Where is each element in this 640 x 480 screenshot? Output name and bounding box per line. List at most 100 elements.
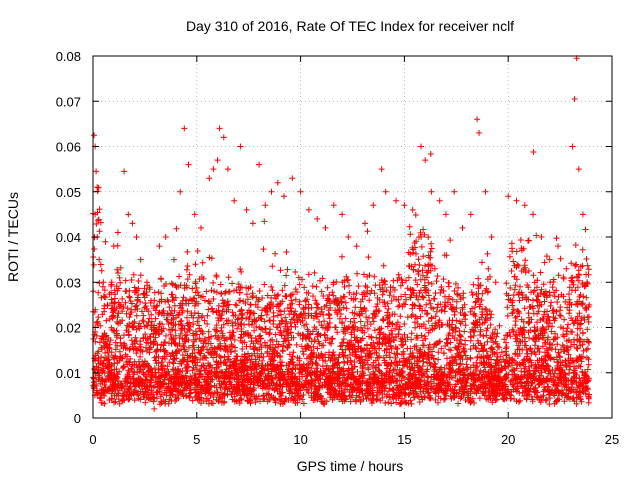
roti-point (574, 345, 581, 352)
roti-point (453, 317, 460, 324)
roti-point (555, 272, 562, 279)
roti-point (543, 253, 550, 260)
roti-point (552, 330, 558, 337)
roti-point (386, 338, 393, 345)
roti-point (117, 279, 124, 286)
roti-point (229, 322, 236, 329)
roti-point (261, 318, 268, 325)
roti-point (205, 328, 212, 335)
roti-point (187, 390, 194, 397)
roti-point (417, 229, 424, 236)
roti-point (353, 290, 360, 297)
roti-point (194, 248, 201, 254)
roti-point (91, 246, 98, 252)
roti-point (279, 318, 286, 325)
roti-point (311, 324, 318, 331)
roti-point (390, 367, 397, 374)
roti-point (348, 329, 355, 336)
roti-point (506, 253, 513, 260)
roti-point (484, 338, 491, 345)
roti-point (402, 338, 409, 345)
roti-point (462, 322, 469, 329)
roti-point (403, 277, 409, 284)
roti-point (341, 283, 348, 290)
roti-point (239, 346, 246, 352)
roti-point (126, 294, 133, 301)
roti-point (225, 274, 232, 281)
roti-point (445, 279, 452, 286)
roti-point (366, 333, 372, 340)
roti-point (549, 367, 556, 373)
roti-point (432, 396, 439, 403)
roti-point (540, 334, 547, 341)
roti-point (394, 319, 401, 326)
roti-point (283, 249, 290, 255)
roti-point (211, 288, 218, 295)
roti-point (295, 330, 302, 337)
roti-point (385, 305, 392, 312)
roti-point (277, 391, 283, 398)
roti-point (292, 286, 299, 293)
roti-point (554, 334, 561, 341)
roti-point (96, 280, 103, 286)
roti-point (484, 250, 491, 257)
roti-point (552, 346, 559, 353)
roti-point (441, 396, 447, 403)
roti-point (509, 326, 516, 333)
roti-point (249, 322, 255, 328)
roti-point (432, 360, 439, 367)
roti-point (266, 331, 273, 338)
roti-point (204, 321, 211, 327)
roti-point (579, 246, 586, 253)
roti-point (431, 341, 438, 348)
roti-point (352, 304, 359, 311)
roti-point (97, 219, 104, 226)
roti-point (410, 367, 417, 374)
roti-point (270, 341, 276, 348)
roti-point (208, 351, 215, 358)
roti-point (461, 311, 468, 318)
roti-point (571, 341, 578, 348)
roti-point (384, 300, 391, 307)
roti-point (538, 286, 545, 293)
roti-point (176, 334, 183, 341)
roti-point (269, 287, 276, 294)
roti-point (122, 299, 129, 306)
roti-point (459, 306, 466, 313)
roti-point (357, 318, 364, 325)
roti-point (261, 281, 268, 288)
roti-point (277, 267, 284, 274)
roti-point (532, 332, 539, 339)
roti-point (508, 268, 515, 274)
roti-point (535, 345, 542, 352)
roti-point (244, 296, 251, 303)
roti-point (422, 325, 429, 332)
roti-point (454, 291, 461, 298)
roti-point (283, 272, 290, 279)
roti-point (457, 296, 464, 303)
roti-point (423, 289, 430, 296)
roti-point (208, 287, 215, 294)
roti-point (305, 328, 312, 335)
roti-point (392, 354, 399, 361)
roti-point (366, 272, 373, 279)
roti-point (423, 301, 430, 308)
roti-point (281, 282, 288, 289)
roti-point (232, 301, 239, 308)
roti-point (243, 343, 250, 350)
roti-point (229, 280, 236, 287)
roti-point (454, 290, 460, 297)
roti-point (517, 283, 523, 290)
roti-point (318, 306, 325, 313)
roti-point (199, 259, 206, 266)
roti-point (175, 395, 182, 402)
roti-point (324, 284, 331, 291)
roti-point (230, 312, 237, 319)
roti-point (572, 242, 579, 248)
roti-point (514, 307, 521, 314)
roti-point (548, 299, 555, 306)
roti-point (272, 295, 279, 302)
roti-point (189, 297, 196, 304)
roti-point (435, 349, 442, 356)
